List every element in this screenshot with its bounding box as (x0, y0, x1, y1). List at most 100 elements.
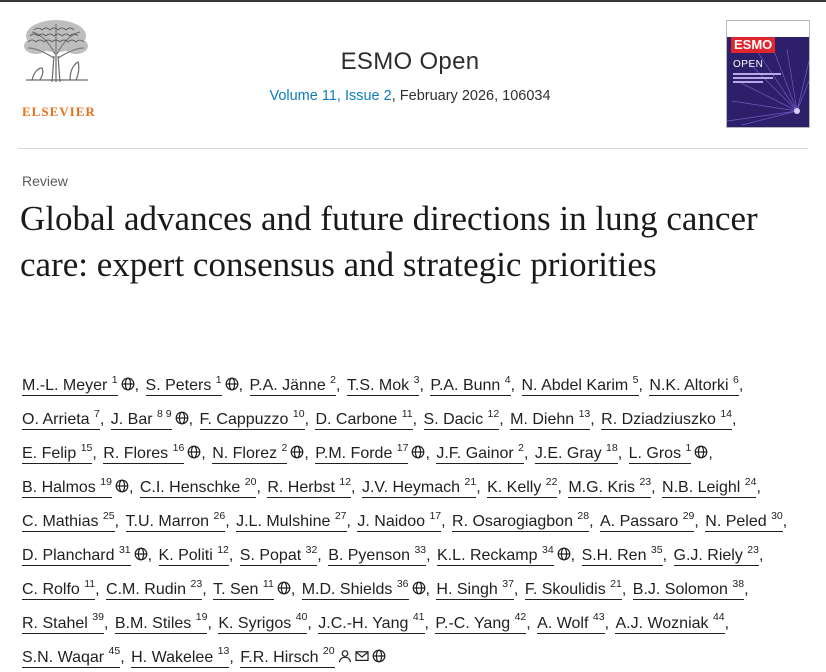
envelope-icon[interactable] (355, 649, 369, 663)
author-name-link[interactable]: K. Politi 12 (158, 543, 229, 566)
header-divider (18, 148, 808, 149)
globe-icon[interactable] (121, 377, 135, 391)
author-separator: , (694, 513, 704, 531)
author-entry: N. Florez 2 (212, 441, 304, 465)
author-name-link[interactable]: P.A. Bunn 4 (430, 374, 511, 397)
author-name-link[interactable]: D. Planchard 31 (22, 543, 131, 566)
author-entry: R. Osarogiagbon 28 (452, 509, 590, 533)
author-name-link[interactable]: M.-L. Meyer 1 (22, 374, 118, 397)
author-separator: , (738, 377, 744, 395)
volume-issue-link[interactable]: Volume 11, Issue 2 (269, 88, 392, 104)
author-separator: , (419, 377, 429, 395)
globe-icon[interactable] (290, 445, 304, 459)
globe-icon[interactable] (694, 445, 708, 459)
author-name-link[interactable]: A.J. Wozniak 44 (615, 611, 725, 634)
author-separator: , (557, 479, 567, 497)
author-name-link[interactable]: S. Popat 32 (239, 543, 318, 566)
author-name-link[interactable]: P.-C. Yang 42 (435, 611, 527, 634)
author-name-link[interactable]: O. Arrieta 7 (22, 407, 100, 431)
globe-icon[interactable] (134, 547, 148, 561)
elsevier-logo[interactable]: ELSEVIER (18, 18, 95, 119)
author-entry: C. Mathias 25 (22, 509, 115, 533)
author-name-link[interactable]: B.J. Solomon 38 (632, 577, 745, 600)
author-name-link[interactable]: J.E. Gray 18 (534, 441, 618, 465)
author-name-link[interactable]: J.V. Heymach 21 (361, 475, 477, 499)
globe-icon[interactable] (187, 445, 201, 459)
author-affiliation-ref: 13 (217, 645, 230, 658)
author-name-link[interactable]: S. Dacic 12 (423, 407, 500, 431)
globe-icon[interactable] (412, 581, 426, 595)
globe-icon[interactable] (115, 479, 129, 493)
author-name-link[interactable]: J.L. Mulshine 27 (236, 509, 347, 533)
person-icon[interactable] (338, 649, 352, 663)
author-name-link[interactable]: T.U. Marron 26 (125, 509, 226, 533)
author-name-link[interactable]: D. Carbone 11 (315, 407, 413, 431)
author-name-link[interactable]: M.G. Kris 23 (568, 475, 652, 499)
author-name-link[interactable]: J. Naidoo 17 (357, 509, 442, 533)
author-name-link[interactable]: N.K. Altorki 6 (649, 374, 739, 397)
author-name-link[interactable]: R. Herbst 12 (267, 475, 352, 499)
author-name-link[interactable]: R. Stahel 39 (22, 611, 104, 634)
author-entry: D. Planchard 31 (22, 543, 148, 566)
author-name-link[interactable]: A. Wolf 43 (537, 611, 605, 634)
author-name-link[interactable]: L. Gros 1 (628, 441, 692, 465)
author-name-link[interactable]: N.B. Leighl 24 (662, 475, 757, 499)
journal-title-link[interactable]: ESMO Open (340, 48, 480, 75)
author-name-link[interactable]: J.F. Gainor 2 (436, 441, 525, 465)
author-name-link[interactable]: F. Cappuzzo 10 (199, 407, 305, 431)
author-name-link[interactable]: C.M. Rudin 23 (106, 577, 203, 600)
author-name-link[interactable]: F. Skoulidis 21 (524, 577, 622, 600)
author-name-link[interactable]: G.J. Riely 23 (673, 543, 759, 566)
author-name-link[interactable]: J.C.-H. Yang 41 (318, 611, 425, 634)
globe-icon[interactable] (175, 411, 189, 425)
elsevier-tree-icon (24, 20, 88, 83)
globe-icon[interactable] (277, 581, 291, 595)
author-affiliation-ref: 2 (281, 441, 288, 454)
author-name-link[interactable]: C. Mathias 25 (22, 509, 115, 533)
author-name-link[interactable]: J. Bar 8 9 (110, 407, 172, 431)
journal-cover-thumbnail[interactable]: ESMO OPEN (726, 20, 810, 128)
author-name-link[interactable]: F.R. Hirsch 20 (240, 645, 335, 668)
globe-icon[interactable] (225, 377, 239, 391)
author-entry: B.M. Stiles 19 (114, 611, 208, 634)
author-affiliation-ref: 12 (217, 543, 229, 556)
author-name-link[interactable]: H. Wakelee 13 (131, 645, 230, 668)
author-name-link[interactable]: K.L. Reckamp 34 (437, 543, 554, 566)
author-name-link[interactable]: C.I. Henschke 20 (139, 475, 257, 499)
author-name-link[interactable]: M.D. Shields 36 (301, 577, 409, 600)
author-name-link[interactable]: R. Flores 16 (103, 441, 185, 465)
author-name-link[interactable]: C. Rolfo 11 (22, 577, 96, 600)
author-name-link[interactable]: N. Abdel Karim 5 (521, 374, 639, 397)
author-affiliation-ref: 43 (592, 611, 605, 624)
author-name-link[interactable]: P.M. Forde 17 (315, 441, 409, 465)
author-name-link[interactable]: A. Passaro 29 (600, 509, 695, 533)
author-entry: M. Diehn 13 (510, 407, 591, 431)
author-name-link[interactable]: E. Felip 15 (22, 441, 93, 465)
globe-icon[interactable] (372, 649, 386, 663)
author-affiliation-ref: 12 (339, 475, 352, 488)
globe-icon[interactable] (411, 445, 425, 459)
author-entry: K.L. Reckamp 34 (437, 543, 571, 566)
author-name-link[interactable]: H. Singh 37 (436, 577, 514, 600)
author-name-link[interactable]: R. Dziadziuszko 14 (601, 407, 733, 431)
author-name-link[interactable]: K. Syrigos 40 (218, 611, 308, 634)
author-name-link[interactable]: T.S. Mok 3 (346, 374, 420, 397)
author-name-link[interactable]: S.N. Waqar 45 (22, 645, 121, 668)
author-name-link[interactable]: N. Peled 30 (705, 509, 783, 533)
author-entry: T.S. Mok 3 (346, 374, 420, 397)
author-separator: , (570, 546, 580, 564)
author-name-link[interactable]: S. Peters 1 (145, 374, 222, 397)
author-name-link[interactable]: P.A. Jänne 2 (249, 374, 337, 397)
author-name-link[interactable]: N. Florez 2 (212, 441, 288, 465)
author-separator: , (412, 411, 422, 429)
globe-icon[interactable] (557, 547, 571, 561)
author-name-link[interactable]: T. Sen 11 (213, 577, 274, 600)
author-name-link[interactable]: B.M. Stiles 19 (114, 611, 208, 634)
author-name-link[interactable]: S.H. Ren 35 (581, 543, 663, 566)
author-name-link[interactable]: B. Pyenson 33 (328, 543, 427, 566)
author-name-link[interactable]: R. Osarogiagbon 28 (452, 509, 590, 533)
author-name-link[interactable]: K. Kelly 22 (487, 475, 558, 499)
author-name-link[interactable]: B. Halmos 19 (22, 475, 112, 499)
author-name-link[interactable]: M. Diehn 13 (510, 407, 591, 431)
author-separator: , (425, 445, 435, 463)
